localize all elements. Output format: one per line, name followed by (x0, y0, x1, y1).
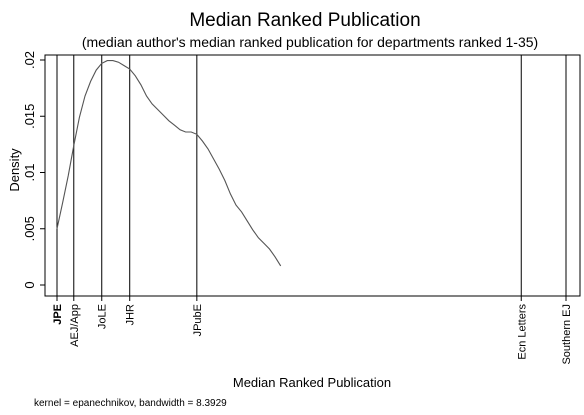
x-tick-label: JHR (125, 304, 137, 325)
x-tick-label: JPE (52, 304, 64, 325)
x-axis-label: Median Ranked Publication (233, 375, 391, 390)
y-tick-label: .01 (22, 163, 37, 181)
x-tick-label: JPubE (192, 304, 204, 336)
x-axis-ticks: JPE AEJ/App JoLE JHR JPubE Ecn Letters Souther… (52, 296, 573, 365)
y-tick-label: .02 (22, 51, 37, 69)
plot-frame (44, 54, 581, 297)
y-tick-label: .005 (22, 216, 37, 241)
kernel-note: kernel = epanechnikov, bandwidth = 8.392… (34, 398, 227, 409)
x-tick-label: Southern EJ (561, 304, 573, 365)
chart-subtitle: (median author's median ranked publicati… (82, 34, 538, 50)
y-axis-label: Density (7, 148, 22, 192)
x-reference-lines (56, 55, 567, 296)
y-tick-label: .015 (22, 104, 37, 129)
x-tick-label: AEJ/App (69, 304, 81, 347)
y-axis-ticks: 0 .005 .01 .015 .02 (22, 51, 45, 289)
plot-area: 0 .005 .01 .015 .02 JPE AEJ/App JoLE JHR JPubE Ec… (22, 51, 581, 365)
chart-title: Median Ranked Publication (189, 10, 420, 31)
x-tick-label: JoLE (97, 304, 109, 329)
y-tick-label: 0 (22, 281, 37, 288)
density-curve (56, 60, 282, 267)
x-tick-label: Ecn Letters (516, 304, 528, 360)
